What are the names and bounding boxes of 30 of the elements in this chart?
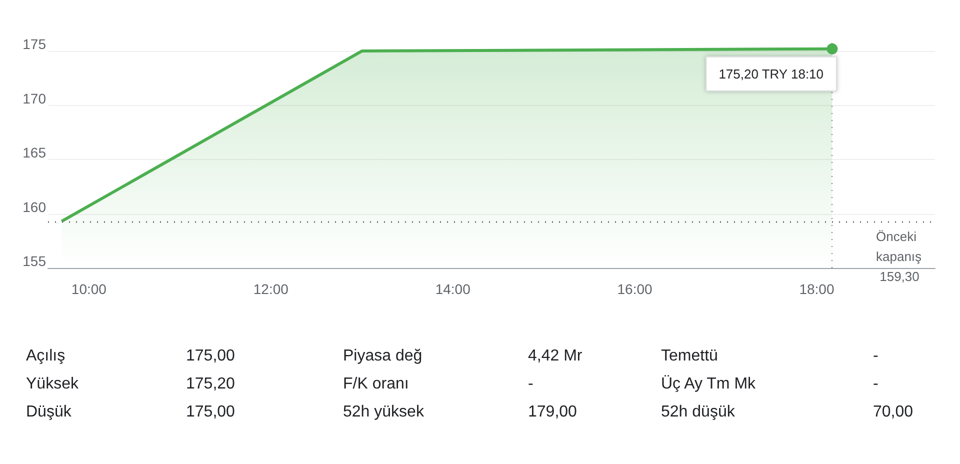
y-tick-label: 170 bbox=[22, 90, 46, 106]
x-tick-label: 12:00 bbox=[253, 281, 289, 297]
text: 175,20 bbox=[186, 376, 236, 392]
text: Temettü bbox=[661, 348, 718, 364]
text: - bbox=[873, 348, 878, 364]
text: Piyasa değ bbox=[343, 348, 422, 364]
x-tick-label: 14:00 bbox=[435, 281, 471, 297]
annotation: 175,20 TRY 18:10 bbox=[718, 66, 824, 82]
y-tick-label: 165 bbox=[22, 144, 46, 161]
text: - bbox=[528, 376, 534, 392]
text: Üç Ay Tm Mk bbox=[661, 374, 757, 392]
text: 70,00 bbox=[873, 404, 914, 420]
ref-line-label: Önceki kapanış 159,30 bbox=[876, 228, 922, 284]
text: 52h yüksek bbox=[343, 404, 425, 420]
text: 4,42 Mr bbox=[528, 348, 583, 364]
text: Açılış bbox=[26, 348, 66, 364]
x-tick-label: 18:00 bbox=[799, 281, 834, 297]
text: Yüksek bbox=[26, 376, 80, 392]
y-tick-label: 155 bbox=[22, 253, 46, 269]
text: 175,00 bbox=[186, 404, 236, 420]
x-tick-label: 10:00 bbox=[71, 281, 107, 297]
text: 175,00 bbox=[186, 348, 236, 364]
text: F/K oranı bbox=[343, 376, 409, 392]
text: 52h düşük bbox=[661, 404, 736, 420]
x-tick-label: 16:00 bbox=[617, 281, 653, 297]
text: 179,00 bbox=[528, 404, 578, 420]
y-tick-label: 160 bbox=[22, 198, 46, 215]
text: - bbox=[873, 376, 878, 392]
y-tick-label: 175 bbox=[22, 36, 46, 52]
text: Düşük bbox=[26, 404, 72, 420]
